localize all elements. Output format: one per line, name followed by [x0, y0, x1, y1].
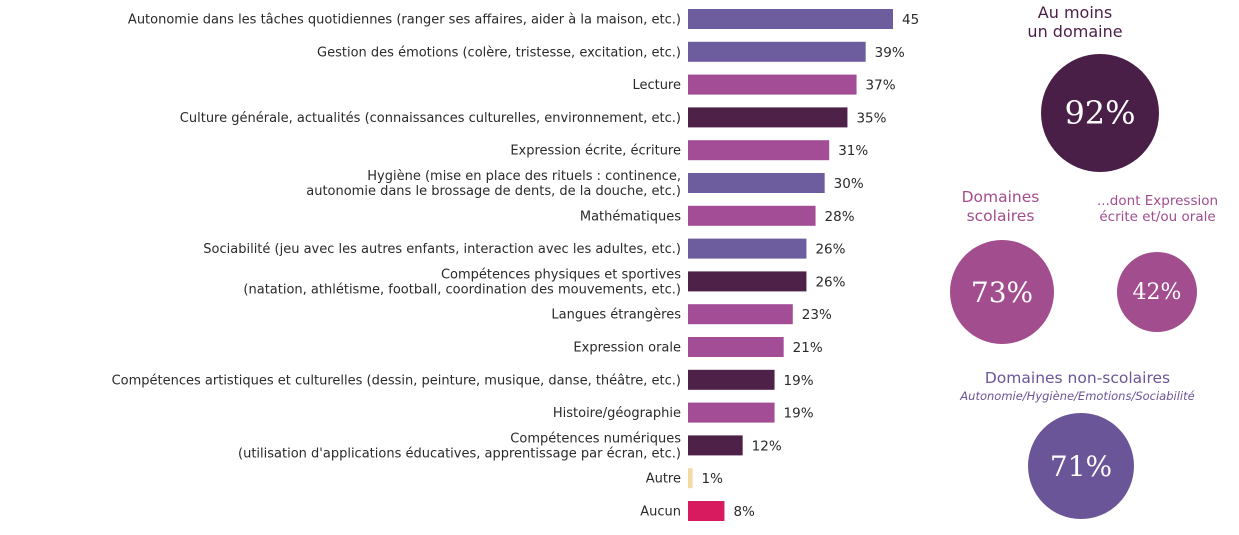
bar — [688, 41, 866, 62]
bar — [688, 468, 693, 489]
value-label: 35% — [856, 110, 886, 126]
bar — [688, 238, 807, 259]
bar — [688, 173, 825, 193]
expression-circle: 42% — [1117, 252, 1197, 332]
expression-heading: ...dont Expression écrite et/ou orale — [1080, 193, 1235, 225]
value-label: 1% — [702, 471, 724, 487]
total-value: 92% — [1064, 94, 1136, 132]
value-label: 19% — [784, 406, 814, 422]
non-scolaires-title: Domaines non-scolaires — [984, 369, 1171, 387]
category-label: Expression écrite, écriture — [510, 144, 681, 159]
category-label: Langues étrangères — [551, 308, 681, 323]
value-label: 28% — [825, 209, 855, 225]
value-label: 26% — [815, 242, 845, 258]
category-label: Autonomie dans les tâches quotidiennes (… — [128, 13, 681, 28]
scolaires-heading-line-2: scolaires — [966, 206, 1035, 225]
total-heading-line-2: un domaine — [1027, 22, 1123, 42]
category-label: Aucun — [640, 505, 681, 520]
bar — [688, 501, 725, 521]
bar — [688, 140, 830, 161]
value-label: 45% — [902, 12, 920, 28]
bar — [688, 337, 784, 357]
category-label: Mathématiques — [580, 209, 681, 224]
value-label: 23% — [802, 307, 832, 323]
value-label: 39% — [875, 45, 905, 61]
bar — [688, 9, 893, 29]
category-label: Culture générale, actualités (connaissan… — [180, 111, 681, 126]
value-label: 8% — [733, 504, 755, 520]
value-label: 30% — [834, 176, 864, 192]
category-label: Gestion des émotions (colère, tristesse,… — [317, 45, 681, 60]
value-label: 12% — [752, 438, 782, 454]
total-heading-line-1: Au moins — [1037, 3, 1113, 22]
category-label: Lecture — [632, 78, 681, 93]
category-label: Sociabilité (jeu avec les autres enfants… — [203, 242, 681, 257]
non-scolaires-heading: Domaines non-scolaires Autonomie/Hygiène… — [920, 369, 1235, 403]
category-label: Compétences physiques et sportives — [441, 267, 681, 282]
expression-heading-line-1: ...dont Expression — [1096, 193, 1219, 209]
bar-chart: Autonomie dans les tâches quotidiennes (… — [112, 9, 920, 521]
non-scolaires-circle: 71% — [1028, 413, 1134, 519]
bar — [688, 369, 775, 390]
non-scolaires-subtitle: Autonomie/Hygiène/Emotions/Sociabilité — [960, 388, 1195, 403]
category-label: Compétences artistiques et culturelles (… — [112, 373, 681, 388]
total-heading: Au moins un domaine — [1005, 3, 1145, 41]
non-scolaires-value: 71% — [1049, 449, 1113, 483]
scolaires-heading-line-1: Domaines — [961, 188, 1040, 206]
expression-value: 42% — [1132, 279, 1182, 305]
bar — [688, 304, 793, 325]
bar — [688, 435, 743, 456]
bar — [688, 402, 775, 423]
category-label: Expression orale — [573, 341, 681, 356]
bar — [688, 205, 816, 226]
category-label: Histoire/géographie — [553, 406, 681, 421]
category-label: (natation, athlétisme, football, coordin… — [243, 282, 681, 297]
category-label: Compétences numériques — [510, 431, 681, 446]
value-label: 31% — [838, 143, 868, 159]
value-label: 19% — [784, 373, 814, 389]
value-label: 26% — [815, 274, 845, 290]
expression-heading-line-2: écrite et/ou orale — [1099, 209, 1216, 226]
value-label: 21% — [793, 340, 823, 356]
category-label: autonomie dans le brossage de dents, de … — [306, 184, 681, 199]
category-label: Hygiène (mise en place des rituels : con… — [367, 169, 681, 184]
bar — [688, 74, 857, 95]
scolaires-value: 73% — [970, 275, 1034, 309]
scolaires-circle: 73% — [950, 240, 1054, 344]
category-label: (utilisation d'applications éducatives, … — [238, 446, 681, 461]
total-circle: 92% — [1041, 54, 1159, 172]
category-label: Autre — [646, 472, 681, 487]
value-label: 37% — [866, 78, 896, 94]
scolaires-heading: Domaines scolaires — [938, 188, 1063, 225]
bar — [688, 107, 848, 128]
bar — [688, 271, 807, 292]
